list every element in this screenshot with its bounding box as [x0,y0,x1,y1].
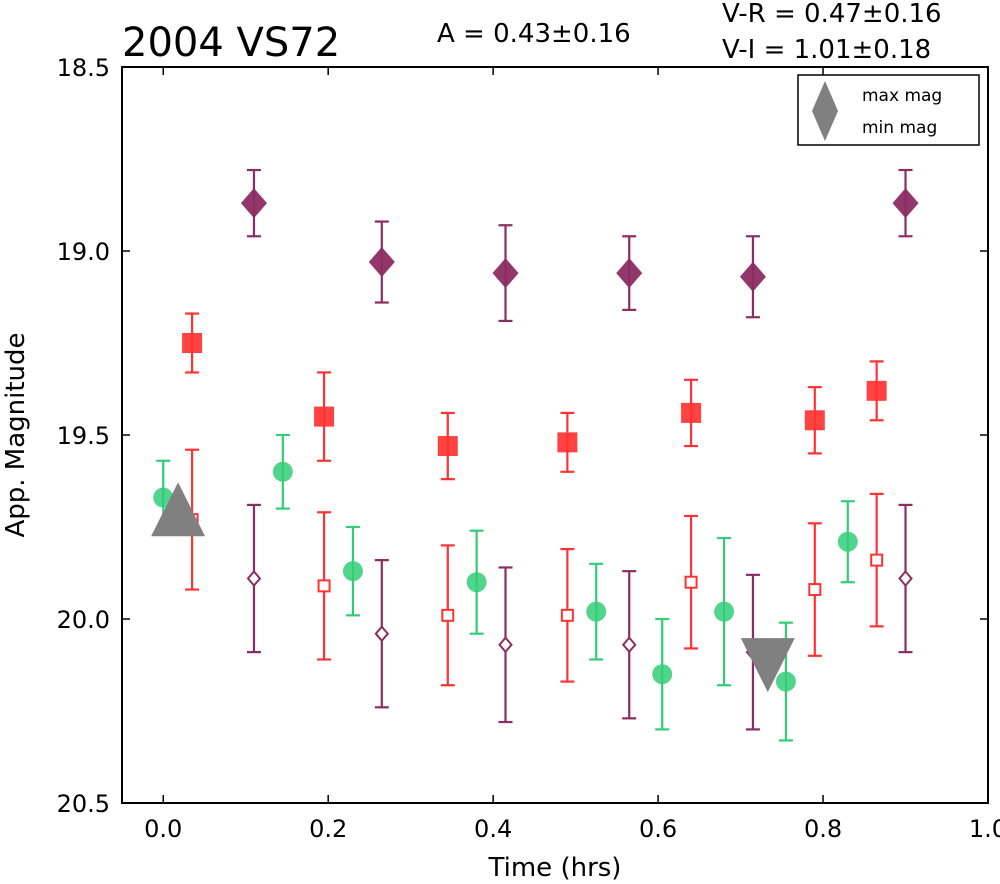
y-tick-label: 19.0 [57,238,110,266]
data-point [182,333,203,353]
data-point [652,664,673,685]
x-tick-label: 0.8 [804,815,842,843]
data-point [557,432,578,453]
min-mag-marker [740,638,795,693]
max-mag-marker [151,482,206,537]
data-point [246,569,262,588]
data-point [437,436,458,457]
data-point [775,671,796,692]
data-point [314,406,335,427]
data-point [441,608,455,622]
y-tick-label: 20.5 [57,790,110,818]
data-point [681,402,702,423]
data-point [892,188,919,219]
x-tick-label: 0.2 [309,815,347,843]
color-index-vi: V-I = 1.01±0.18 [722,35,931,65]
legend: max mag min mag [797,74,980,146]
x-axis-label: Time (hrs) [488,853,622,883]
legend-max-mag-label: max mag [862,86,942,106]
x-tick-label: 0.6 [639,815,677,843]
legend-min-mag-marker [812,111,838,141]
data-point [586,601,607,622]
data-point [374,625,390,643]
extrema-markers [151,482,795,693]
y-axis-label: App. Magnitude [1,332,31,537]
y-tick-label: 20.0 [57,606,110,634]
data-point [368,247,395,278]
data-point [466,572,487,593]
x-tick-label: 0.4 [474,815,512,843]
y-tick-label: 19.5 [57,422,110,450]
data-point [272,461,293,482]
series-filled-square [182,312,887,481]
data-point [498,636,513,654]
data-point [739,261,766,292]
data-point [898,569,913,588]
amplitude-label: A = 0.43±0.16 [437,19,631,49]
data-point [804,410,825,431]
data-point [317,579,331,593]
data-point [870,553,884,567]
tick-labels: 0.0 0.2 0.4 0.6 0.8 1.0 18.5 19.0 19.5 20.0 20.5 [57,54,1000,843]
data-point [714,601,735,622]
data-point [866,380,887,401]
data-series [151,168,919,742]
plot-frame [121,66,989,804]
legend-max-mag-marker [812,81,838,111]
data-point [808,583,822,597]
data-point [492,258,519,289]
data-point [560,608,574,622]
data-point [240,188,267,219]
y-tick-label: 18.5 [57,54,110,82]
chart-title: 2004 VS72 [122,20,340,66]
data-point [837,531,858,552]
x-tick-label: 0.0 [144,815,182,843]
data-point [621,636,637,654]
x-tick-label: 1.0 [969,815,1000,843]
legend-min-mag-label: min mag [862,118,937,138]
data-point [684,575,698,589]
data-point [616,258,643,289]
series-filled-diamond [240,168,919,323]
series-filled-circle [153,433,858,742]
color-index-vr: V-R = 0.47±0.16 [722,0,942,29]
data-point [342,561,363,582]
